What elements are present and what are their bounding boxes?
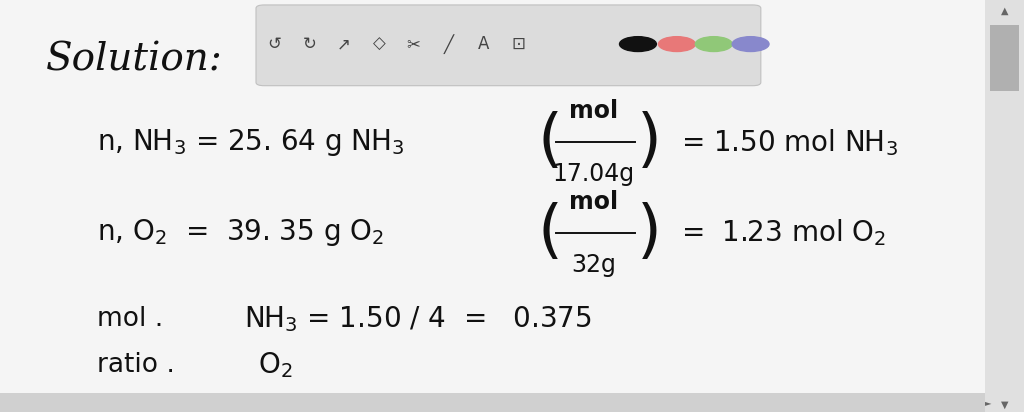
FancyBboxPatch shape	[256, 5, 761, 86]
Text: ↻: ↻	[302, 35, 316, 53]
Bar	[0, 393, 985, 412]
Text: O$_2$: O$_2$	[258, 350, 293, 379]
Bar	[990, 25, 1019, 91]
Text: NH$_3$ = 1.50 / 4  =   0.375: NH$_3$ = 1.50 / 4 = 0.375	[244, 304, 592, 334]
Text: mol: mol	[569, 190, 618, 214]
Text: ): )	[637, 202, 662, 264]
Text: = 1.50 mol NH$_3$: = 1.50 mol NH$_3$	[681, 127, 898, 157]
Text: 32g: 32g	[571, 253, 616, 277]
Circle shape	[620, 37, 656, 52]
Text: ╱: ╱	[443, 34, 454, 54]
Circle shape	[658, 37, 695, 52]
Text: A: A	[477, 35, 489, 53]
Text: ↗: ↗	[337, 35, 351, 53]
Text: ►: ►	[985, 398, 991, 407]
Text: ↺: ↺	[267, 35, 282, 53]
Text: ▲: ▲	[1000, 5, 1009, 15]
Text: =  1.23 mol O$_2$: = 1.23 mol O$_2$	[681, 218, 886, 248]
Text: mol .: mol .	[97, 306, 164, 332]
Text: ▼: ▼	[1000, 400, 1009, 410]
Text: (: (	[538, 202, 562, 264]
Text: mol: mol	[569, 99, 618, 123]
Text: ✂: ✂	[407, 35, 421, 53]
Circle shape	[732, 37, 769, 52]
Text: n, O$_2$  =  39. 35 g O$_2$: n, O$_2$ = 39. 35 g O$_2$	[97, 217, 384, 248]
Text: n, NH$_3$ = 25. 64 g NH$_3$: n, NH$_3$ = 25. 64 g NH$_3$	[97, 126, 404, 158]
Text: ◇: ◇	[373, 35, 385, 53]
Text: (: (	[538, 111, 562, 173]
Text: ): )	[637, 111, 662, 173]
Text: ratio .: ratio .	[97, 351, 175, 378]
Circle shape	[695, 37, 732, 52]
Text: ⊡: ⊡	[511, 35, 525, 53]
Text: Solution:: Solution:	[46, 41, 223, 78]
Text: 17.04g: 17.04g	[553, 162, 635, 186]
Bar	[985, 0, 1024, 412]
